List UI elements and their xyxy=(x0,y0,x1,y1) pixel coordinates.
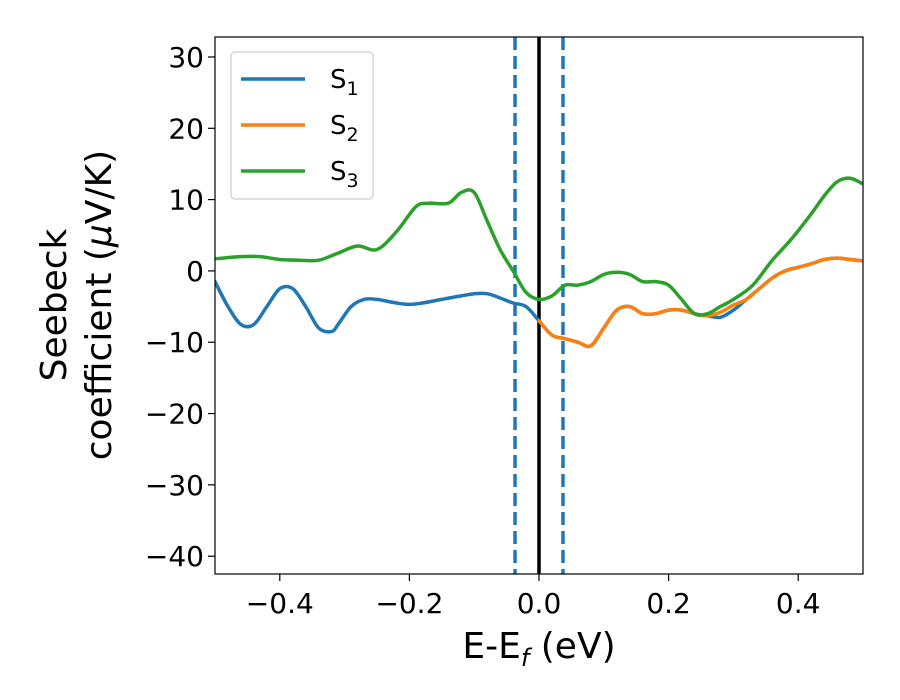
legend-label-s1: S1 xyxy=(330,65,359,100)
legend-label-s2: S2 xyxy=(330,111,359,146)
x-tick-label: 0.0 xyxy=(517,587,562,620)
y-axis-label-line2: coefficient (μV/K) xyxy=(79,150,120,460)
x-tick-label: −0.4 xyxy=(246,587,314,620)
x-tick-label: 0.4 xyxy=(776,587,821,620)
x-axis-label: E-Ef (eV) xyxy=(462,626,615,672)
y-axis-label-mu: μ xyxy=(79,224,120,248)
y-tick-label: 10 xyxy=(168,184,204,217)
x-axis-label-main: E-E xyxy=(462,626,520,667)
y-tick-label: −40 xyxy=(145,540,204,573)
legend-label-s3: S3 xyxy=(330,157,359,192)
y-tick-label: 0 xyxy=(186,255,204,288)
y-tick-label: 20 xyxy=(168,112,204,145)
y-tick-label: 30 xyxy=(168,41,204,74)
x-axis-label-tail: (eV) xyxy=(529,626,615,667)
x-tick-label: −0.2 xyxy=(375,587,443,620)
y-tick-label: −20 xyxy=(145,398,204,431)
y-tick-label: −30 xyxy=(145,469,204,502)
y-axis-label-line2-prefix: coefficient ( xyxy=(79,247,120,460)
series-line-s3 xyxy=(215,176,863,317)
y-axis-label-line1: Seebeck xyxy=(34,228,75,381)
x-tick-label: 0.2 xyxy=(646,587,691,620)
y-axis-label: Seebeck coefficient (μV/K) xyxy=(34,150,120,460)
y-tick-label: −10 xyxy=(145,326,204,359)
legend: S1 S2 S3 xyxy=(230,51,374,200)
y-axis-label-line2-suffix: V/K) xyxy=(79,150,120,224)
